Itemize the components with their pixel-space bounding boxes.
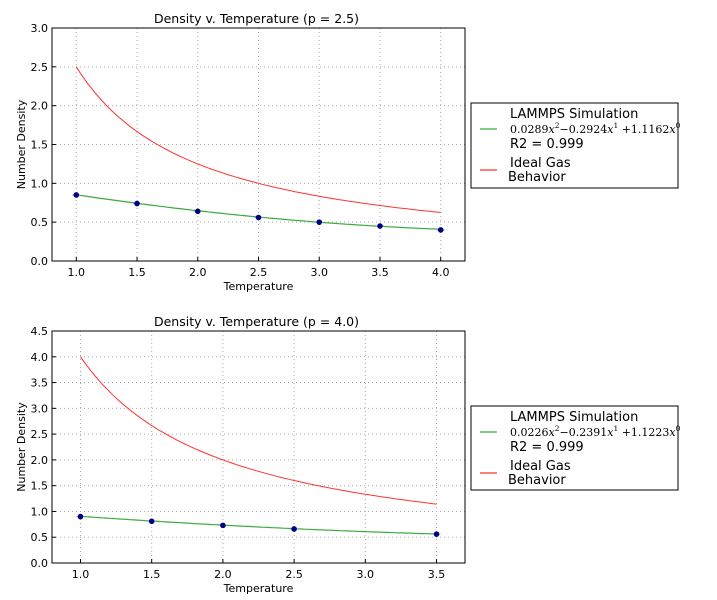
equation-term: 0 bbox=[676, 424, 681, 433]
equation-term: +1.1162 bbox=[618, 123, 669, 136]
x-axis-label: Temperature bbox=[223, 582, 294, 595]
x-tick-label: 2.5 bbox=[285, 568, 303, 581]
chart-2: 1.0 1.5 2.0 2.5 3.0 3.5 0.0 0.5 1.0 1.5 2.0 2.5 3.0 3… bbox=[15, 314, 681, 595]
data-point bbox=[194, 208, 201, 215]
equation-term: −0.2391 bbox=[560, 426, 608, 439]
y-tick-label: 1.5 bbox=[31, 480, 49, 493]
y-tick-label: 3.0 bbox=[31, 402, 49, 415]
plot-frame bbox=[51, 330, 466, 564]
y-tick-label: 2.5 bbox=[31, 61, 49, 74]
data-point bbox=[77, 513, 84, 520]
x-tick-label: 3.5 bbox=[428, 568, 446, 581]
equation-term: +1.1223 bbox=[618, 426, 669, 439]
fit-line bbox=[80, 515, 437, 535]
y-tick-label: 0.5 bbox=[31, 531, 49, 544]
data-point bbox=[316, 219, 323, 225]
data-point bbox=[73, 192, 80, 198]
chart-title: Density v. Temperature (p = 2.5) bbox=[154, 11, 359, 26]
y-tick-label: 3.0 bbox=[31, 22, 49, 35]
x-tick-label: 2.0 bbox=[214, 568, 232, 581]
data-point bbox=[437, 227, 444, 233]
data-point bbox=[433, 531, 440, 537]
equation-term: x bbox=[549, 426, 556, 439]
chart-1: 1.0 1.5 2.0 2.5 3.0 3.5 4.0 0.0 0.5 1.0 1.5 2.0 2.5 3… bbox=[15, 11, 681, 293]
y-tick-label: 3.5 bbox=[31, 377, 49, 390]
ideal-gas-line bbox=[75, 66, 441, 213]
x-tick-label: 3.0 bbox=[310, 266, 328, 279]
chart-title: Density v. Temperature (p = 4.0) bbox=[154, 314, 359, 329]
legend-ideal-label-1: Ideal Gas bbox=[510, 156, 571, 171]
legend-r2: R2 = 0.999 bbox=[510, 137, 584, 152]
y-tick-label: 1.0 bbox=[31, 177, 49, 190]
y-tick-label: 1.0 bbox=[31, 505, 49, 518]
ideal-gas-line bbox=[80, 356, 437, 505]
y-axis-label: Number Density bbox=[15, 402, 28, 492]
data-point bbox=[377, 223, 383, 229]
y-tick-label: 0.0 bbox=[31, 557, 49, 570]
x-axis-label: Temperature bbox=[223, 280, 294, 293]
equation-term: 2 bbox=[555, 121, 560, 130]
x-tick-label: 3.0 bbox=[357, 568, 375, 581]
plot-frame bbox=[51, 27, 466, 262]
y-tick-label: 0.5 bbox=[31, 216, 49, 229]
legend-ideal-label-2: Behavior bbox=[508, 170, 566, 185]
y-tick-label: 2.0 bbox=[31, 100, 49, 113]
y-tick-label: 0.0 bbox=[31, 255, 49, 268]
data-point bbox=[255, 214, 262, 221]
x-tick-label: 3.5 bbox=[371, 266, 389, 279]
x-tick-label: 1.0 bbox=[68, 266, 86, 279]
data-point bbox=[220, 522, 226, 529]
x-tick-label: 2.5 bbox=[250, 266, 268, 279]
legend-fit-equation: 0.0289x2−0.2924x1 +1.1162x0 bbox=[510, 121, 681, 136]
y-tick-label: 1.5 bbox=[31, 139, 49, 152]
y-tick-label: 4.5 bbox=[31, 325, 49, 338]
legend-ideal-label-1: Ideal Gas bbox=[510, 459, 571, 474]
equation-term: 1 bbox=[613, 121, 618, 130]
equation-term: x bbox=[669, 426, 676, 439]
y-axis-label: Number Density bbox=[15, 99, 28, 189]
y-tick-label: 4.0 bbox=[31, 351, 49, 364]
equation-term: 0.0289 bbox=[510, 123, 549, 136]
equation-term: x bbox=[549, 123, 556, 136]
equation-term: −0.2924 bbox=[560, 123, 608, 136]
x-tick-label: 1.5 bbox=[143, 568, 161, 581]
equation-term: 0.0226 bbox=[510, 426, 549, 439]
legend-ideal-label-2: Behavior bbox=[508, 473, 566, 488]
x-tick-label: 2.0 bbox=[189, 266, 207, 279]
x-tick-label: 1.0 bbox=[72, 568, 90, 581]
equation-term: x bbox=[607, 123, 614, 136]
legend-r2: R2 = 0.999 bbox=[510, 440, 584, 455]
data-point bbox=[134, 200, 140, 207]
data-point bbox=[291, 526, 297, 532]
equation-term: 1 bbox=[613, 424, 618, 433]
legend-sim-label: LAMMPS Simulation bbox=[510, 107, 638, 122]
equation-term: 2 bbox=[555, 424, 560, 433]
legend-fit-equation: 0.0226x2−0.2391x1 +1.1223x0 bbox=[510, 424, 681, 439]
equation-term: x bbox=[607, 426, 614, 439]
y-tick-label: 2.5 bbox=[31, 428, 49, 441]
x-tick-label: 4.0 bbox=[432, 266, 450, 279]
data-point bbox=[148, 518, 155, 525]
equation-term: x bbox=[669, 123, 676, 136]
legend-box bbox=[470, 405, 679, 491]
x-tick-label: 1.5 bbox=[128, 266, 146, 279]
legend-box bbox=[470, 102, 679, 189]
legend-sim-label: LAMMPS Simulation bbox=[510, 410, 638, 425]
y-tick-label: 2.0 bbox=[31, 454, 49, 467]
equation-term: 0 bbox=[676, 121, 681, 130]
